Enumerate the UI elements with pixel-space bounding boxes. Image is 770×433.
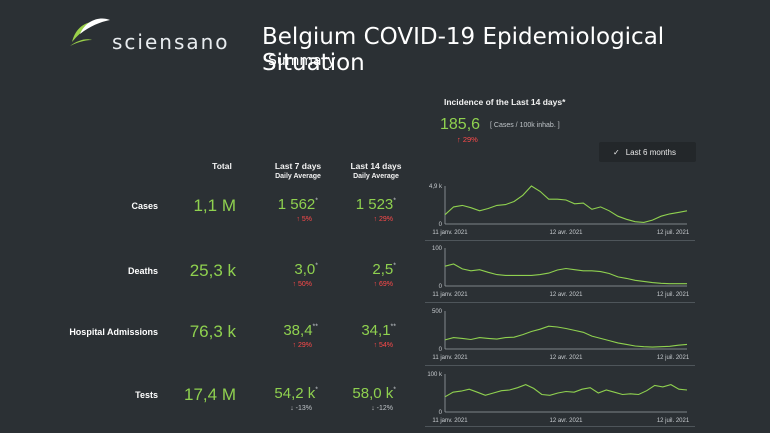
arrow-up-icon: ↑ xyxy=(373,281,378,288)
row-divider xyxy=(425,365,695,366)
arrow-up-icon: ↑ xyxy=(373,216,378,223)
row-last14: 34,1** xyxy=(361,322,396,339)
x-tick-label: 12 avr. 2021 xyxy=(549,418,583,424)
column-header-last7: Last 7 days Daily Average xyxy=(274,161,322,180)
x-tick-label: 12 juil. 2021 xyxy=(657,418,690,424)
row-total: 25,3 k xyxy=(189,261,236,280)
y-tick-label: 0 xyxy=(439,284,443,290)
arrow-up-icon: ↑ xyxy=(373,342,378,349)
x-tick-label: 11 janv. 2021 xyxy=(432,418,468,424)
x-tick-label: 12 juil. 2021 xyxy=(657,292,690,298)
y-tick-label: 0 xyxy=(439,410,443,416)
y-tick-label: 4,9 k xyxy=(429,184,443,190)
x-tick-label: 11 janv. 2021 xyxy=(432,292,468,298)
sciensano-logo: sciensano xyxy=(66,12,236,54)
row-label: Tests xyxy=(135,390,158,400)
row-total: 76,3 k xyxy=(189,322,236,341)
row-divider xyxy=(425,426,695,427)
row-label: Cases xyxy=(131,201,158,211)
row-last14-change: ↑ 29% xyxy=(373,216,393,223)
row-total: 17,4 M xyxy=(184,385,236,404)
series-line xyxy=(444,263,687,285)
row-last7-change: ↓ -13% xyxy=(290,405,312,412)
arrow-down-icon: ↓ xyxy=(290,405,294,412)
row-last7-change: ↑ 5% xyxy=(296,216,312,223)
series-line xyxy=(444,384,688,398)
arrow-up-icon: ↑ xyxy=(292,342,297,349)
row-last7: 1 562* xyxy=(277,196,318,213)
row-divider xyxy=(425,302,695,303)
page-subtitle: Summary xyxy=(268,53,336,69)
row-total: 1,1 M xyxy=(193,196,236,215)
row-last7: 38,4** xyxy=(283,322,318,339)
row-last7-change: ↑ 29% xyxy=(292,342,312,349)
x-tick-label: 12 juil. 2021 xyxy=(657,230,690,236)
column-header-last14: Last 14 days Daily Average xyxy=(350,161,402,180)
series-line xyxy=(444,325,688,348)
row-last14-change: ↑ 54% xyxy=(373,342,393,349)
y-tick-label: 100 k xyxy=(427,372,443,378)
trend-chart-1: 0 100 11 janv. 2021 12 avr. 2021 12 juil. 20… xyxy=(432,246,690,298)
arrow-down-icon: ↓ xyxy=(371,405,375,412)
period-filter-button[interactable]: ✓ Last 6 months xyxy=(599,142,696,162)
row-last14: 58,0 k* xyxy=(352,385,396,402)
arrow-up-icon: ↑ xyxy=(457,135,461,144)
row-last14: 1 523* xyxy=(355,196,396,213)
incidence-title: Incidence of the Last 14 days* xyxy=(444,97,566,107)
column-header-total: Total xyxy=(212,161,232,171)
incidence-change: ↑ 29% xyxy=(457,135,478,144)
trend-chart-3: 0 100 k 11 janv. 2021 12 avr. 2021 12 juil. … xyxy=(427,372,690,424)
incidence-unit: [ Cases / 100k inhab. ] xyxy=(490,122,560,129)
y-tick-label: 500 xyxy=(432,309,443,315)
arrow-up-icon: ↑ xyxy=(292,281,297,288)
x-tick-label: 12 avr. 2021 xyxy=(549,292,583,298)
x-tick-label: 12 avr. 2021 xyxy=(549,230,583,236)
row-last7-change: ↑ 50% xyxy=(292,281,312,288)
trend-chart-2: 0 500 11 janv. 2021 12 avr. 2021 12 juil. 20… xyxy=(432,309,690,361)
series-line xyxy=(444,185,688,223)
trend-chart-0: 0 4,9 k 11 janv. 2021 12 avr. 2021 12 juil. … xyxy=(429,184,690,236)
row-last14-change: ↓ -12% xyxy=(371,405,393,412)
y-tick-label: 100 xyxy=(432,246,443,252)
logo-text: sciensano xyxy=(112,30,230,54)
y-tick-label: 0 xyxy=(439,222,443,228)
arrow-up-icon: ↑ xyxy=(296,216,300,223)
x-tick-label: 11 janv. 2021 xyxy=(432,230,468,236)
row-last14: 2,5* xyxy=(372,261,396,278)
page-title: Belgium COVID-19 Epidemiological Situati… xyxy=(262,24,665,76)
row-divider xyxy=(425,240,695,241)
y-tick-label: 0 xyxy=(439,347,443,353)
x-tick-label: 12 juil. 2021 xyxy=(657,355,690,361)
check-icon: ✓ xyxy=(613,147,620,157)
row-label: Hospital Admissions xyxy=(69,327,158,337)
period-filter-label: Last 6 months xyxy=(625,147,676,157)
row-last7: 3,0* xyxy=(294,261,318,278)
row-label: Deaths xyxy=(127,266,158,276)
row-last14-change: ↑ 69% xyxy=(373,281,393,288)
logo-leaf-icon xyxy=(70,18,110,46)
incidence-value: 185,6 xyxy=(440,116,481,133)
row-last7: 54,2 k* xyxy=(274,385,318,402)
x-tick-label: 12 avr. 2021 xyxy=(549,355,583,361)
x-tick-label: 11 janv. 2021 xyxy=(432,355,468,361)
